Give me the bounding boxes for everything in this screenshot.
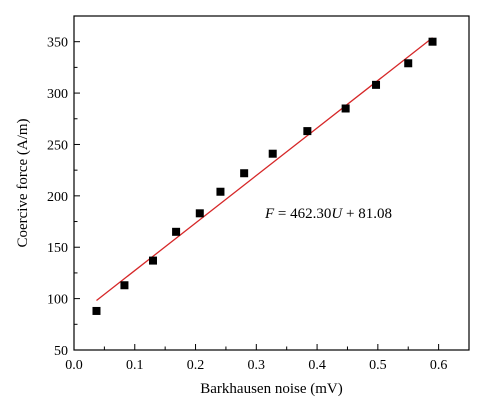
x-axis-label: Barkhausen noise (mV): [200, 381, 342, 397]
data-point: [120, 281, 129, 290]
x-tick-label: 0.5: [369, 358, 387, 373]
y-axis-label: Coercive force (A/m): [15, 118, 31, 247]
x-tick-label: 0.2: [187, 358, 205, 373]
data-point: [303, 127, 312, 136]
data-point: [216, 187, 225, 196]
y-tick-label: 100: [47, 293, 68, 308]
x-tick-label: 0.4: [308, 358, 326, 373]
data-point: [172, 227, 181, 236]
labels-layer: Barkhausen noise (mV) Coercive force (A/…: [15, 118, 392, 397]
data-point: [268, 149, 277, 158]
data-point: [92, 306, 101, 315]
y-tick-label: 150: [47, 241, 68, 256]
y-tick-label: 350: [47, 36, 68, 51]
equation-intercept: + 81.08: [342, 206, 392, 222]
y-tick-label: 200: [47, 190, 68, 205]
y-tick-label: 50: [54, 344, 68, 359]
data-point: [341, 104, 350, 113]
ticks-layer: 0.0 0.1 0.2 0.3 0.4 0.5 0.6 50 100 150 200 250 300 35…: [47, 15, 470, 373]
fit-equation-annotation: F = 462.30U + 81.08: [264, 206, 392, 222]
data-point: [428, 37, 437, 46]
y-tick-label: 300: [47, 87, 68, 102]
data-point: [195, 209, 204, 218]
equation-coef: = 462.30: [274, 206, 331, 222]
plot-frame: [73, 15, 470, 351]
equation-var-f: F: [264, 206, 275, 222]
data-point: [404, 59, 413, 68]
x-tick-label: 0.3: [248, 358, 266, 373]
data-point: [240, 169, 249, 178]
axes-layer: [73, 15, 470, 351]
x-tick-label: 0.0: [65, 358, 83, 373]
data-point: [149, 256, 157, 265]
equation-var-u: U: [331, 206, 343, 222]
data-point: [372, 80, 381, 89]
y-tick-label: 250: [47, 138, 68, 153]
data-points-layer: [92, 37, 437, 315]
x-tick-label: 0.6: [430, 358, 448, 373]
x-tick-label: 0.1: [126, 358, 144, 373]
